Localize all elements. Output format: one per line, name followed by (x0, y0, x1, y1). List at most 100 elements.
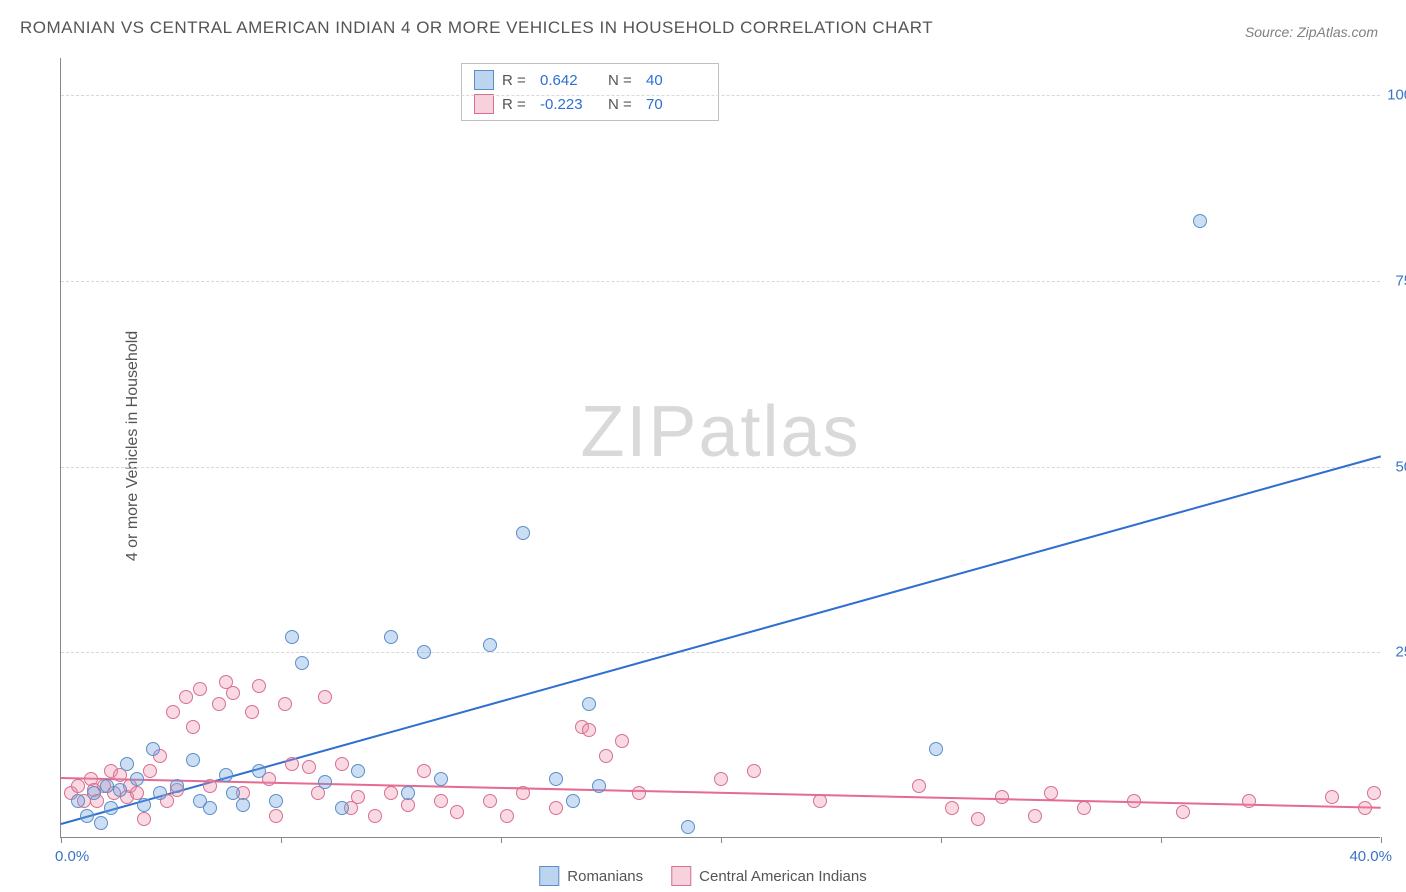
r-label: R = (502, 96, 532, 113)
data-point (483, 638, 497, 652)
data-point (549, 772, 563, 786)
source-credit: Source: ZipAtlas.com (1245, 24, 1378, 40)
data-point (186, 753, 200, 767)
data-point (335, 757, 349, 771)
watermark-bold: ZIP (580, 392, 698, 472)
data-point (1325, 790, 1339, 804)
data-point (912, 779, 926, 793)
data-point (384, 630, 398, 644)
data-point (995, 790, 1009, 804)
data-point (582, 697, 596, 711)
data-point (714, 772, 728, 786)
swatch-blue-icon (539, 866, 559, 886)
data-point (120, 757, 134, 771)
bottom-legend: Romanians Central American Indians (539, 866, 866, 886)
r-label: R = (502, 72, 532, 89)
n-label: N = (608, 96, 638, 113)
data-point (71, 779, 85, 793)
data-point (186, 720, 200, 734)
legend-label: Romanians (567, 868, 643, 885)
data-point (483, 794, 497, 808)
data-point (87, 786, 101, 800)
data-point (368, 809, 382, 823)
x-tick-end: 40.0% (1349, 848, 1392, 865)
data-point (302, 760, 316, 774)
data-point (1127, 794, 1141, 808)
data-point (417, 645, 431, 659)
chart-title: ROMANIAN VS CENTRAL AMERICAN INDIAN 4 OR… (20, 18, 933, 38)
data-point (71, 794, 85, 808)
data-point (94, 816, 108, 830)
x-tick-mark (501, 837, 502, 843)
data-point (170, 779, 184, 793)
swatch-pink-icon (474, 94, 494, 114)
data-point (212, 697, 226, 711)
data-point (104, 801, 118, 815)
data-point (384, 786, 398, 800)
data-point (203, 801, 217, 815)
x-tick-mark (61, 837, 62, 843)
watermark-text: ZIPatlas (580, 391, 860, 473)
legend-item-romanians: Romanians (539, 866, 643, 886)
data-point (434, 772, 448, 786)
data-point (516, 526, 530, 540)
y-tick-label: 50.0% (1395, 458, 1406, 475)
data-point (166, 705, 180, 719)
x-tick-mark (1161, 837, 1162, 843)
data-point (549, 801, 563, 815)
data-point (278, 697, 292, 711)
data-point (681, 820, 695, 834)
data-point (236, 798, 250, 812)
data-point (971, 812, 985, 826)
data-point (252, 764, 266, 778)
data-point (130, 772, 144, 786)
watermark-thin: atlas (698, 392, 860, 472)
y-tick-label: 100.0% (1387, 87, 1406, 104)
data-point (1242, 794, 1256, 808)
data-point (592, 779, 606, 793)
r-value: -0.223 (540, 96, 600, 113)
data-point (450, 805, 464, 819)
stats-legend-box: R = 0.642 N = 40 R = -0.223 N = 70 (461, 63, 719, 121)
data-point (219, 768, 233, 782)
data-point (417, 764, 431, 778)
data-point (226, 686, 240, 700)
data-point (434, 794, 448, 808)
data-point (747, 764, 761, 778)
legend-item-cai: Central American Indians (671, 866, 867, 886)
data-point (1358, 801, 1372, 815)
data-point (203, 779, 217, 793)
data-point (100, 779, 114, 793)
r-value: 0.642 (540, 72, 600, 89)
data-point (516, 786, 530, 800)
data-point (269, 809, 283, 823)
data-point (143, 764, 157, 778)
data-point (193, 682, 207, 696)
data-point (1367, 786, 1381, 800)
stats-row: R = 0.642 N = 40 (474, 68, 706, 92)
data-point (351, 790, 365, 804)
data-point (137, 798, 151, 812)
data-point (1176, 805, 1190, 819)
data-point (582, 723, 596, 737)
gridline (61, 281, 1380, 282)
gridline (61, 467, 1380, 468)
data-point (351, 764, 365, 778)
gridline (61, 652, 1380, 653)
data-point (179, 690, 193, 704)
data-point (285, 757, 299, 771)
data-point (318, 775, 332, 789)
data-point (401, 786, 415, 800)
data-point (252, 679, 266, 693)
data-point (295, 656, 309, 670)
data-point (318, 690, 332, 704)
data-point (1044, 786, 1058, 800)
swatch-pink-icon (671, 866, 691, 886)
data-point (929, 742, 943, 756)
data-point (153, 786, 167, 800)
swatch-blue-icon (474, 70, 494, 90)
data-point (1193, 214, 1207, 228)
x-tick-mark (941, 837, 942, 843)
data-point (137, 812, 151, 826)
legend-label: Central American Indians (699, 868, 867, 885)
